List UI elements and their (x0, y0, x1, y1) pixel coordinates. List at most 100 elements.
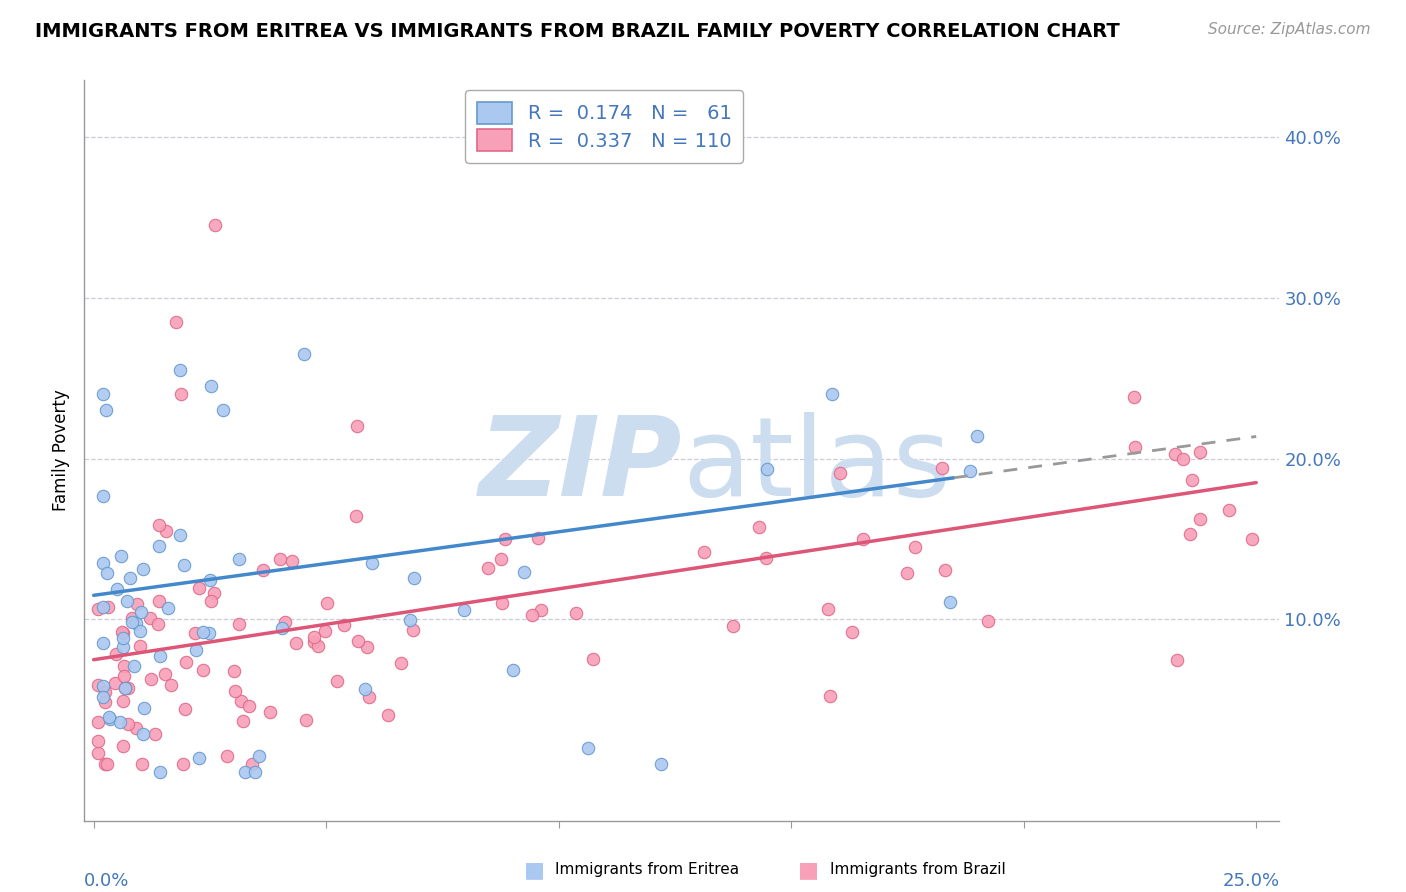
Point (148, 518, 170, 533)
Point (356, 640, 378, 654)
Point (193, 663, 215, 677)
Point (224, 684, 246, 698)
Point (233, 765, 256, 780)
Point (281, 553, 304, 567)
Point (169, 363, 191, 377)
Point (650, 757, 672, 772)
Point (491, 596, 513, 610)
Point (582, 652, 605, 666)
Point (477, 561, 499, 575)
Point (91, 600, 114, 615)
Point (172, 757, 194, 772)
Point (274, 615, 297, 629)
Point (389, 657, 412, 671)
Point (139, 672, 162, 686)
Text: ■: ■ (524, 860, 544, 880)
Point (222, 664, 245, 678)
Point (129, 639, 152, 653)
Point (344, 508, 367, 523)
Point (453, 603, 475, 617)
Point (97, 599, 120, 614)
Point (87, 601, 110, 615)
Point (112, 659, 135, 673)
Point (295, 713, 318, 727)
Point (252, 563, 274, 577)
Point (121, 615, 143, 630)
Point (149, 765, 172, 780)
Point (160, 678, 183, 692)
Point (114, 681, 136, 696)
Point (243, 765, 266, 780)
Point (377, 708, 399, 723)
Point (830, 466, 852, 480)
Point (202, 586, 225, 600)
Text: Source: ZipAtlas.com: Source: ZipAtlas.com (1208, 22, 1371, 37)
Point (87, 733, 110, 747)
Point (105, 582, 128, 596)
Point (120, 571, 142, 585)
Point (198, 573, 221, 587)
Point (721, 619, 744, 633)
Point (316, 596, 339, 610)
Point (96, 757, 118, 772)
Point (520, 608, 543, 623)
Point (269, 552, 291, 566)
Point (402, 571, 425, 585)
Point (931, 461, 953, 475)
Point (1188, 512, 1211, 526)
Point (121, 611, 143, 625)
Point (174, 702, 197, 716)
Point (93, 757, 115, 772)
Point (526, 531, 548, 545)
Point (852, 532, 875, 546)
Point (155, 524, 177, 539)
Point (98, 713, 121, 727)
Point (238, 699, 260, 714)
Point (184, 625, 207, 640)
Point (1178, 527, 1201, 541)
Point (170, 387, 193, 401)
Point (131, 562, 153, 576)
Point (169, 528, 191, 542)
Point (1189, 445, 1212, 459)
Point (96, 403, 118, 417)
Point (156, 601, 179, 615)
Point (104, 676, 127, 690)
Point (494, 533, 516, 547)
Point (402, 623, 425, 637)
Point (307, 639, 329, 653)
Point (692, 545, 714, 559)
Point (87, 714, 110, 729)
Point (200, 594, 222, 608)
Point (132, 727, 155, 741)
Point (197, 625, 219, 640)
Point (131, 757, 153, 772)
Point (149, 649, 172, 664)
Point (98, 710, 121, 724)
Point (333, 617, 356, 632)
Point (91, 635, 114, 649)
Point (91, 489, 114, 503)
Point (530, 603, 553, 617)
Text: Immigrants from Brazil: Immigrants from Brazil (830, 863, 1005, 877)
Text: ■: ■ (799, 860, 818, 880)
Point (1164, 447, 1187, 461)
Point (110, 549, 132, 563)
Point (125, 616, 148, 631)
Text: 25.0%: 25.0% (1222, 872, 1279, 890)
Point (1123, 390, 1146, 404)
Point (1241, 532, 1264, 546)
Point (91, 387, 114, 401)
Point (117, 681, 139, 695)
Point (398, 613, 420, 627)
Point (959, 464, 981, 478)
Point (896, 566, 918, 581)
Point (132, 700, 155, 714)
Point (115, 594, 138, 608)
Point (821, 387, 844, 401)
Point (285, 636, 308, 650)
Point (129, 605, 152, 619)
Point (112, 640, 135, 654)
Point (165, 315, 187, 329)
Point (228, 551, 250, 566)
